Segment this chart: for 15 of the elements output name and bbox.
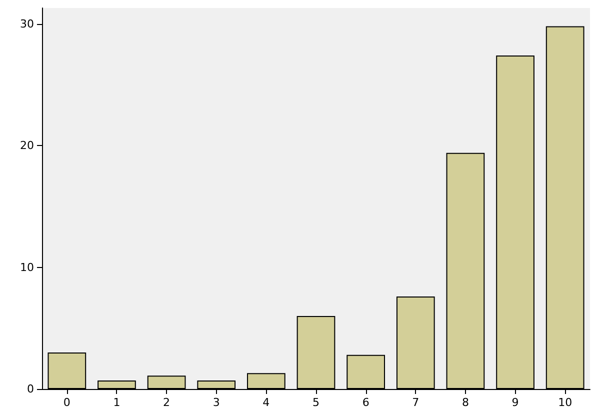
y-tick-label: 0: [27, 382, 34, 396]
x-tick-label: 1: [113, 396, 120, 409]
x-tick-label: 10: [558, 396, 572, 409]
x-tick-label: 2: [163, 396, 170, 409]
y-tick-label: 20: [20, 139, 34, 152]
x-tick-label: 4: [262, 396, 270, 409]
x-tick-label: 3: [212, 396, 220, 409]
x-tick-label: 7: [412, 396, 420, 409]
x-tick-label: 9: [512, 396, 519, 409]
y-tick-label: 30: [20, 17, 34, 30]
x-tick-label: 8: [462, 396, 469, 409]
y-tick-label: 10: [20, 260, 34, 274]
x-tick-label: 0: [63, 396, 70, 409]
x-tick-label: 6: [362, 396, 370, 409]
x-tick-label: 5: [312, 396, 320, 409]
